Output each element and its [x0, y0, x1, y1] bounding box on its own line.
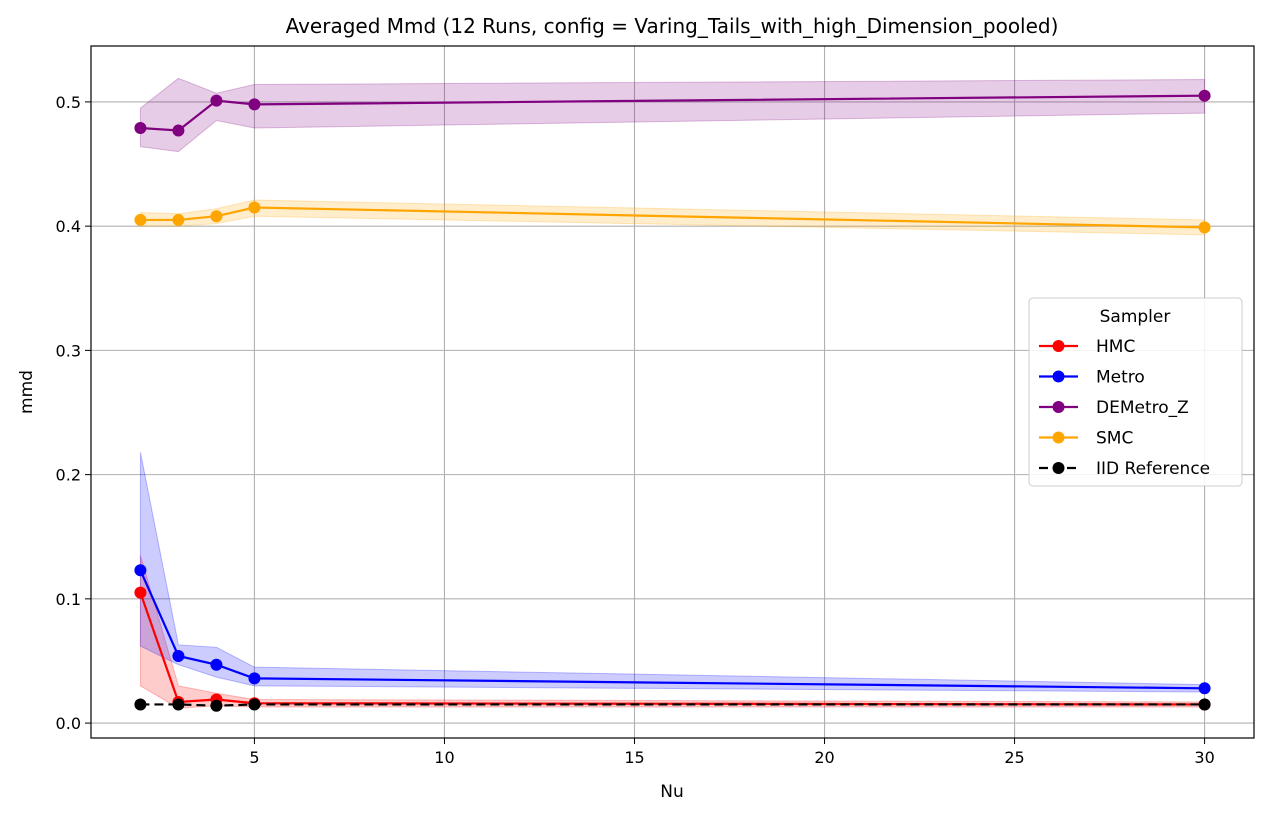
demetro-z-point	[248, 98, 261, 111]
y-axis-ticks: 0.0 0.1 0.2 0.3 0.4 0.5	[56, 93, 91, 733]
y-tick-label: 0.1	[56, 590, 81, 609]
iid-reference-point	[248, 698, 261, 711]
y-tick-label: 0.3	[56, 341, 81, 360]
y-tick-label: 0.2	[56, 466, 81, 485]
legend-frame	[1028, 297, 1243, 487]
legend-item-hmc: HMC	[1039, 337, 1135, 357]
iid-reference-legend-label: IID Reference	[1096, 459, 1210, 479]
x-tick-label: 10	[434, 748, 454, 767]
demetro-z-legend-marker	[1052, 401, 1065, 413]
demetro-z-point	[134, 121, 147, 134]
y-axis-label: mmd	[17, 370, 37, 414]
legend-title: Sampler	[1100, 307, 1171, 327]
metro-point	[172, 650, 185, 663]
iid-reference-point	[1198, 698, 1211, 711]
x-axis-ticks: 5 10 15 20 25 30	[249, 738, 1215, 767]
metro-point	[134, 564, 147, 577]
x-tick-label: 15	[624, 748, 644, 767]
legend-item-iid-reference: IID Reference	[1039, 459, 1210, 479]
iid-reference-point	[172, 698, 185, 711]
smc-band	[139, 199, 1206, 236]
legend: Sampler HMC Metro DEMetro_Z SMC IID Referenc…	[1028, 297, 1243, 487]
legend-item-smc: SMC	[1039, 429, 1133, 449]
hmc-legend-marker	[1052, 340, 1065, 352]
x-tick-label: 25	[1004, 748, 1024, 767]
hmc-legend-label: HMC	[1096, 337, 1135, 357]
demetro-z-point	[172, 124, 185, 137]
y-tick-label: 0.0	[56, 714, 81, 733]
smc-point	[248, 201, 261, 214]
smc-point	[210, 210, 223, 223]
metro-point	[1198, 682, 1211, 695]
legend-items: HMC Metro DEMetro_Z SMC IID Reference	[1039, 337, 1210, 479]
demetro-z-point	[1198, 89, 1211, 102]
iid-reference-legend-marker	[1052, 462, 1065, 474]
smc-legend-label: SMC	[1096, 429, 1133, 449]
y-tick-label: 0.5	[56, 93, 81, 112]
iid-reference-line	[140, 703, 1205, 707]
iid-reference-point	[134, 698, 147, 711]
x-tick-label: 30	[1194, 748, 1214, 767]
metro-legend-marker	[1052, 370, 1065, 383]
demetro-z-point	[210, 94, 223, 107]
legend-item-metro: Metro	[1039, 368, 1145, 388]
smc-point	[172, 213, 185, 226]
metro-legend-label: Metro	[1096, 368, 1145, 388]
iid-reference-point	[210, 699, 223, 712]
metro-point	[210, 658, 223, 671]
smc-point	[134, 213, 147, 226]
metro-point	[248, 672, 261, 685]
chart-title: Averaged Mmd (12 Runs, config = Varing_T…	[286, 14, 1059, 38]
x-tick-label: 20	[814, 748, 834, 767]
smc-point	[1198, 221, 1211, 234]
legend-item-demetro-z: DEMetro_Z	[1039, 398, 1189, 418]
smc-legend-marker	[1052, 431, 1065, 444]
y-tick-label: 0.4	[56, 217, 81, 236]
demetro-z-band	[139, 77, 1206, 153]
demetro-z-legend-label: DEMetro_Z	[1096, 398, 1189, 418]
x-tick-label: 5	[249, 748, 259, 767]
series-points	[134, 89, 1211, 712]
plot-frame	[90, 45, 1255, 739]
hmc-point	[134, 586, 147, 599]
error-bands	[139, 77, 1206, 709]
x-axis-label: Nu	[660, 782, 684, 802]
